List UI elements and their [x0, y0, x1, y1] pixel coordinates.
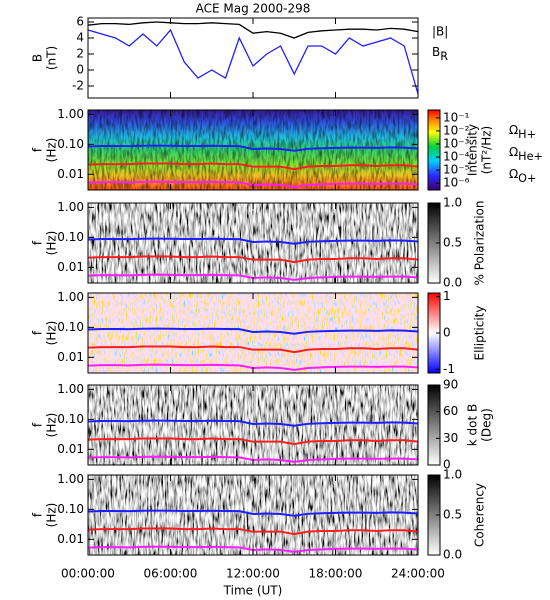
y-tick-label: 0.10 — [57, 320, 84, 334]
spectrogram — [88, 293, 418, 373]
y-axis-label: (Hz) — [45, 138, 59, 163]
colorbar-tick-label: 10⁻⁶ — [443, 176, 470, 190]
cyclotron-line — [87, 509, 419, 517]
spectrogram — [88, 385, 418, 465]
x-tick-label: 18:00:00 — [309, 567, 363, 581]
y-tick-label: 1.00 — [57, 382, 84, 396]
y-axis-label: (Hz) — [45, 321, 59, 346]
colorbar-tick-label: 10⁻¹ — [443, 110, 470, 124]
cyclotron-line — [87, 255, 419, 264]
legend-entry: ΩO+ — [509, 167, 536, 186]
colorbar-tick-label: 60 — [443, 404, 458, 418]
y-axis-label: f — [31, 330, 45, 335]
panels: |B| BR ACE Mag 2000-298 -2 0 2 4 6 B (nT) 10⁻¹10⁻²… — [31, 2, 543, 598]
colorbar-tick-label: 1.0 — [443, 468, 462, 482]
y-tick-label: 0.10 — [57, 502, 84, 516]
cyclotron-line — [87, 419, 419, 427]
x-tick-label: 12:00:00 — [226, 567, 280, 581]
line — [87, 28, 419, 95]
y-tick-label: -2 — [72, 79, 84, 93]
cyclotron-line — [87, 527, 419, 536]
colorbar-tick-label: 0 — [443, 458, 451, 472]
cyclotron-line — [87, 327, 419, 335]
colorbar — [427, 384, 441, 466]
x-tick-label: 06:00:00 — [144, 567, 198, 581]
legend-entry: ΩHe+ — [509, 145, 543, 164]
spectrogram-texture — [88, 110, 418, 190]
cyclotron-line — [87, 237, 419, 245]
y-tick-label: 6 — [76, 15, 84, 29]
line — [87, 21, 419, 39]
cyclotron-line — [87, 345, 419, 354]
colorbar-tick-label: 30 — [443, 431, 458, 445]
colorbar-tick-label: 1 — [443, 289, 451, 303]
y-tick-label: 0 — [76, 63, 84, 77]
y-axis-label: B — [31, 54, 45, 62]
y-tick-label: 2 — [76, 47, 84, 61]
colorbar-tick-label: 10⁻³ — [443, 136, 470, 150]
x-axis-label: Time (UT) — [223, 584, 283, 598]
spectrogram — [88, 475, 418, 555]
colorbar-label: k dot B — [466, 404, 480, 446]
y-axis-label: f — [31, 147, 45, 152]
y-axis-label: f — [31, 512, 45, 517]
colorbar-tick-label: 0.5 — [443, 508, 462, 522]
y-tick-label: 4 — [76, 31, 84, 45]
colorbar-tick-label: 10⁻² — [443, 123, 470, 137]
colorbar-tick-label: 0 — [443, 326, 451, 340]
cyclotron-line — [87, 437, 419, 446]
colorbar-tick-label: 1.0 — [443, 196, 462, 210]
y-axis-label: (Hz) — [45, 503, 59, 528]
y-tick-label: 0.01 — [57, 350, 84, 364]
y-axis-label: (nT) — [45, 46, 59, 70]
legend-entry: BR — [432, 45, 448, 64]
colorbar-tick-label: 10⁻⁴ — [443, 150, 470, 164]
y-axis-label: (Hz) — [45, 231, 59, 256]
colorbar-tick-label: 90 — [443, 378, 458, 392]
y-tick-label: 0.01 — [57, 167, 84, 181]
y-tick-label: 1.00 — [57, 290, 84, 304]
colorbar-label: (Deg) — [480, 408, 494, 442]
y-axis-label: f — [31, 422, 45, 427]
chart-title: ACE Mag 2000-298 — [196, 2, 311, 16]
y-axis-label: f — [31, 240, 45, 245]
y-tick-label: 1.00 — [57, 472, 84, 486]
y-tick-label: 1.00 — [57, 200, 84, 214]
colorbar-label: Ellipticity — [473, 306, 487, 361]
colorbar-label: (nT²/Hz) — [480, 126, 494, 174]
y-tick-label: 0.10 — [57, 412, 84, 426]
y-tick-label: 0.10 — [57, 137, 84, 151]
colorbar-label: % Polarization — [473, 201, 487, 286]
x-tick-label: 00:00:00 — [61, 567, 115, 581]
y-axis-label: (Hz) — [45, 413, 59, 438]
colorbar-label: Coherency — [473, 483, 487, 547]
cyclotron-line — [87, 162, 419, 171]
legend-entry: ΩH+ — [509, 123, 536, 142]
colorbar — [427, 109, 441, 191]
colorbar-label: Intensity — [466, 124, 480, 176]
colorbar-tick-label: 10⁻⁵ — [443, 163, 470, 177]
cyclotron-line — [87, 144, 419, 152]
y-tick-label: 0.10 — [57, 230, 84, 244]
colorbar-tick-label: -1 — [443, 362, 455, 376]
y-tick-label: 1.00 — [57, 107, 84, 121]
colorbar-tick-label: 0.5 — [443, 236, 462, 250]
y-tick-label: 0.01 — [57, 260, 84, 274]
legend-entry: |B| — [432, 25, 448, 39]
y-tick-label: 0.01 — [57, 442, 84, 456]
colorbar-tick-label: 0.0 — [443, 276, 462, 290]
colorbar-tick-label: 0.0 — [443, 548, 462, 562]
x-tick-label: 24:00:00 — [391, 567, 445, 581]
y-tick-label: 0.01 — [57, 532, 84, 546]
spectrogram — [88, 203, 418, 283]
